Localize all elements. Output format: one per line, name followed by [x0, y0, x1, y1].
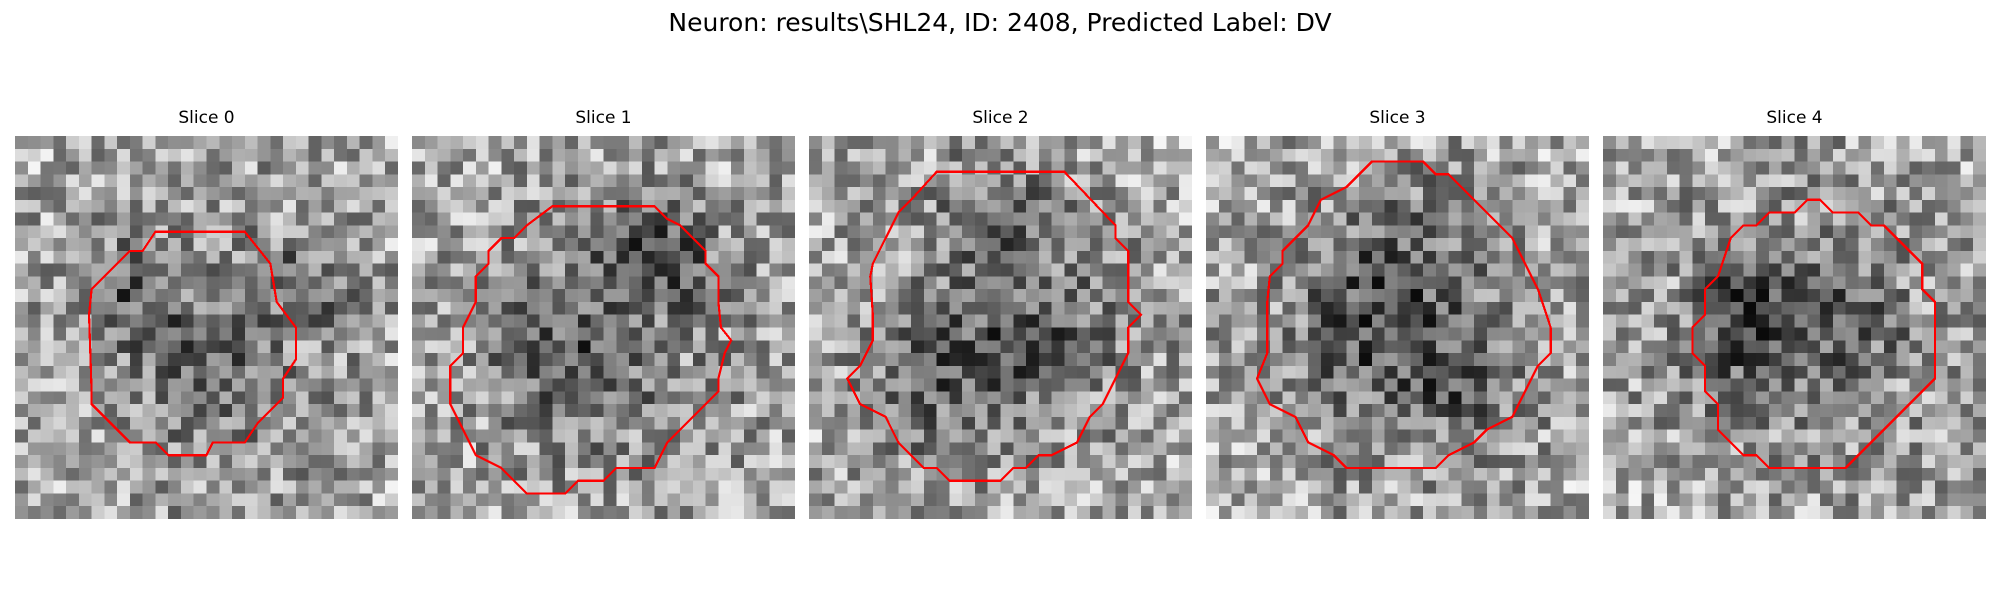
segmentation-contour	[1255, 160, 1552, 470]
segmentation-contour	[845, 170, 1143, 482]
slice-panel-0: Slice 0	[15, 108, 398, 519]
slice-panel-2: Slice 2	[809, 108, 1192, 519]
segmentation-contour	[449, 205, 733, 495]
figure-title: Neuron: results\SHL24, ID: 2408, Predict…	[668, 8, 1332, 37]
slice-title-0: Slice 0	[178, 108, 235, 128]
slice-image-1	[412, 136, 795, 519]
slice-image-0	[15, 136, 398, 519]
slice-panel-3: Slice 3	[1206, 108, 1589, 519]
segmentation-contour	[1691, 198, 1937, 470]
slice-image-3	[1206, 136, 1589, 519]
slice-image-4	[1603, 136, 1986, 519]
slice-title-1: Slice 1	[575, 108, 632, 128]
slice-title-4: Slice 4	[1766, 108, 1823, 128]
slice-title-2: Slice 2	[972, 108, 1029, 128]
slice-image-2	[809, 136, 1192, 519]
slice-panel-4: Slice 4	[1603, 108, 1986, 519]
segmentation-contour	[87, 230, 297, 457]
slice-panel-1: Slice 1	[412, 108, 795, 519]
slice-title-3: Slice 3	[1369, 108, 1426, 128]
